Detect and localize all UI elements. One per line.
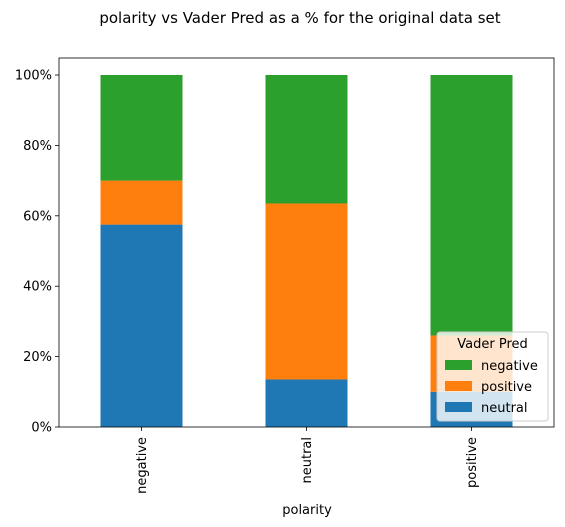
x-axis-label: polarity [282,503,332,518]
axes-group: 0% 20% 40% 60% 80% 100% negative neutral positiv… [15,57,555,494]
legend-label-negative: negative [481,359,538,374]
bar-negative-negative [100,75,183,181]
bar-negative-positive [430,75,513,336]
legend-swatch-neutral [445,402,472,412]
bar-neutral-negative [100,224,183,427]
legend-swatch-negative [445,360,472,370]
x-tick-label-negative: negative [135,437,150,494]
legend-label-positive: positive [481,380,532,395]
x-tick-label-neutral: neutral [300,437,315,484]
x-tick-label-positive: positive [465,437,480,488]
bar-positive-negative [100,180,183,225]
bar-negative-neutral [265,75,348,204]
legend-title: Vader Pred [457,337,528,352]
bar-neutral-neutral [265,379,348,427]
bar-positive-neutral [265,203,348,380]
y-tick-label: 40% [23,280,52,295]
y-tick-label: 0% [31,421,52,436]
y-tick-label: 100% [15,69,52,84]
legend: Vader Pred negative positive neutral [436,331,549,422]
chart-title: polarity vs Vader Pred as a % for the or… [99,9,500,27]
legend-label-neutral: neutral [481,401,528,416]
y-tick-label: 60% [23,209,52,224]
legend-box [436,331,549,422]
y-tick-label: 80% [23,139,52,154]
legend-swatch-positive [445,381,472,391]
y-tick-label: 20% [23,350,52,365]
